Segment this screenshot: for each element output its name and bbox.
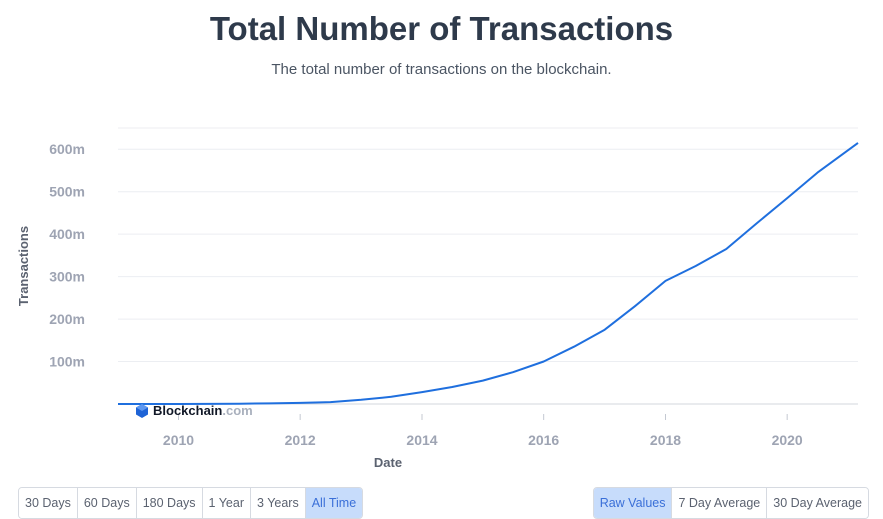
x-tick-label: 2014: [406, 432, 437, 448]
mode-button-30-day-average[interactable]: 30 Day Average: [767, 488, 868, 518]
grid-lines: [118, 127, 858, 405]
y-tick-label: 600m: [49, 141, 85, 157]
y-axis-ticks: 100m 200m 300m 400m 500m 600m: [49, 141, 85, 369]
time-range-selector: 30 Days 60 Days 180 Days 1 Year 3 Years …: [18, 487, 364, 519]
range-button-all-time[interactable]: All Time: [305, 488, 363, 518]
x-tick-label: 2016: [528, 432, 559, 448]
y-tick-label: 100m: [49, 354, 85, 370]
x-axis-ticks: 2010 2012 2014 2016 2018 2020: [163, 414, 803, 448]
svg-text:Blockchain.com: Blockchain.com: [153, 403, 253, 418]
watermark-brand: Blockchain: [153, 403, 222, 418]
y-axis-label: Transactions: [16, 226, 31, 306]
watermark-suffix: .com: [222, 403, 252, 418]
blockchain-logo-icon: [136, 404, 148, 418]
chart-title: Total Number of Transactions: [209, 10, 674, 47]
value-mode-selector: Raw Values 7 Day Average 30 Day Average: [592, 487, 869, 519]
x-tick-label: 2020: [772, 432, 803, 448]
x-tick-label: 2012: [285, 432, 316, 448]
y-tick-label: 300m: [49, 269, 85, 285]
mode-button-raw-values[interactable]: Raw Values: [593, 488, 673, 518]
range-button-1-year[interactable]: 1 Year: [202, 488, 251, 518]
blockchain-watermark: Blockchain.com: [136, 403, 253, 418]
y-tick-label: 500m: [49, 184, 85, 200]
series-line: [118, 142, 859, 405]
y-tick-label: 200m: [49, 311, 85, 327]
range-button-30-days[interactable]: 30 Days: [19, 488, 78, 518]
x-axis-label: Date: [374, 455, 402, 470]
range-button-60-days[interactable]: 60 Days: [77, 488, 137, 518]
mode-button-7-day-average[interactable]: 7 Day Average: [672, 488, 768, 518]
x-tick-label: 2018: [650, 432, 681, 448]
range-button-180-days[interactable]: 180 Days: [136, 488, 203, 518]
y-tick-label: 400m: [49, 226, 85, 242]
range-button-3-years[interactable]: 3 Years: [251, 488, 306, 518]
chart-subtitle: The total number of transactions on the …: [271, 61, 612, 78]
x-tick-label: 2010: [163, 432, 194, 448]
